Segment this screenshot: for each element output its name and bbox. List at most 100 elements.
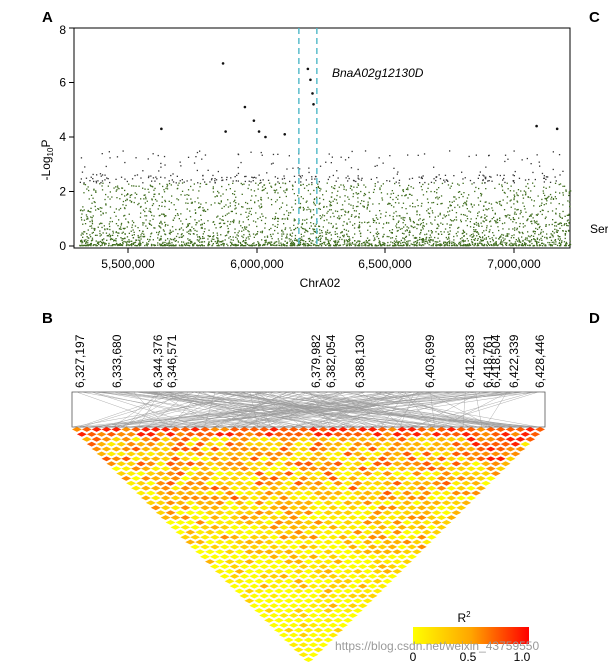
- snp-point: [383, 242, 385, 244]
- snp-point: [124, 161, 126, 164]
- snp-point: [245, 211, 247, 213]
- snp-point: [100, 214, 102, 216]
- snp-point: [311, 216, 313, 218]
- snp-point: [488, 202, 490, 204]
- snp-point: [433, 182, 435, 184]
- ld-cell: [333, 451, 343, 457]
- ld-cell: [298, 505, 309, 511]
- snp-point: [275, 189, 278, 191]
- ld-cell: [407, 485, 417, 491]
- ld-cell: [214, 490, 225, 496]
- ld-cell: [416, 466, 427, 472]
- snp-point: [328, 241, 330, 243]
- snp-position-label: 6,379,982: [309, 334, 323, 388]
- snp-point: [313, 228, 316, 230]
- ld-cell: [200, 505, 210, 511]
- ld-cell: [185, 461, 196, 467]
- ld-cell: [170, 476, 181, 481]
- snp-point: [552, 230, 554, 233]
- snp-point: [522, 240, 524, 242]
- snp-point: [169, 242, 171, 244]
- snp-point: [119, 226, 122, 228]
- snp-point: [178, 236, 180, 239]
- snp-point: [259, 231, 262, 233]
- snp-point: [226, 243, 228, 245]
- snp-point: [366, 237, 369, 239]
- snp-point: [324, 241, 326, 243]
- snp-point: [555, 208, 557, 210]
- snp-point: [302, 228, 304, 230]
- snp-point: [317, 183, 319, 185]
- ld-cell: [210, 446, 220, 452]
- ld-cell: [165, 451, 176, 457]
- ld-cell: [318, 613, 329, 618]
- ld-cell: [377, 436, 388, 442]
- snp-point: [308, 240, 311, 242]
- ld-cell: [170, 436, 181, 442]
- snp-point: [118, 188, 120, 190]
- ld-cell: [372, 569, 383, 574]
- ld-cell: [229, 534, 240, 540]
- snp-point: [351, 150, 353, 153]
- snp-point: [281, 245, 283, 247]
- ld-cell: [392, 500, 403, 506]
- snp-point: [245, 201, 247, 204]
- snp-point: [326, 219, 328, 221]
- snp-point: [233, 219, 235, 221]
- ld-cell: [249, 573, 260, 579]
- ld-cell: [377, 456, 388, 462]
- snp-point: [106, 228, 108, 230]
- ld-cell: [224, 569, 235, 574]
- ld-cell: [160, 515, 171, 520]
- snp-point: [483, 205, 485, 207]
- peak-snp-point: [264, 135, 267, 139]
- snp-point: [343, 186, 345, 188]
- ld-cell: [303, 500, 314, 506]
- snp-point: [382, 241, 384, 244]
- snp-point: [93, 189, 95, 191]
- snp-point: [140, 205, 142, 208]
- snp-point: [362, 242, 364, 244]
- ld-cell: [136, 441, 146, 447]
- snp-point: [449, 230, 451, 232]
- snp-connector: [76, 391, 177, 428]
- ld-cell: [214, 529, 225, 535]
- snp-point: [188, 194, 190, 196]
- ld-cell: [200, 515, 210, 520]
- ld-cell: [416, 544, 427, 550]
- ld-cell: [293, 471, 304, 476]
- ld-cell: [224, 529, 235, 535]
- ld-cell: [293, 569, 304, 574]
- snp-point: [367, 245, 369, 247]
- snp-point: [186, 194, 188, 196]
- snp-point: [370, 244, 373, 246]
- ld-cell: [205, 520, 215, 525]
- snp-point: [426, 191, 428, 193]
- snp-point: [321, 242, 323, 245]
- snp-point: [395, 196, 397, 199]
- ld-cell: [476, 466, 486, 472]
- snp-point: [135, 245, 138, 247]
- ld-cell: [436, 456, 447, 462]
- ld-cell: [283, 549, 294, 555]
- snp-point: [358, 178, 360, 180]
- ld-cell: [357, 466, 368, 472]
- ld-cell: [195, 510, 205, 516]
- snp-point: [122, 231, 124, 233]
- snp-point: [430, 236, 432, 238]
- snp-connector: [153, 391, 342, 428]
- snp-point: [212, 232, 214, 234]
- snp-point: [117, 225, 119, 227]
- snp-point: [110, 238, 113, 240]
- snp-point: [270, 186, 273, 188]
- ld-cell: [259, 534, 270, 540]
- snp-point: [478, 211, 480, 213]
- snp-point: [297, 243, 300, 245]
- snp-point: [504, 154, 507, 156]
- ld-cell: [367, 446, 378, 452]
- snp-point: [498, 238, 500, 240]
- snp-point: [250, 199, 252, 201]
- snp-point: [339, 217, 341, 219]
- snp-point: [541, 213, 543, 216]
- ld-cell: [357, 534, 368, 540]
